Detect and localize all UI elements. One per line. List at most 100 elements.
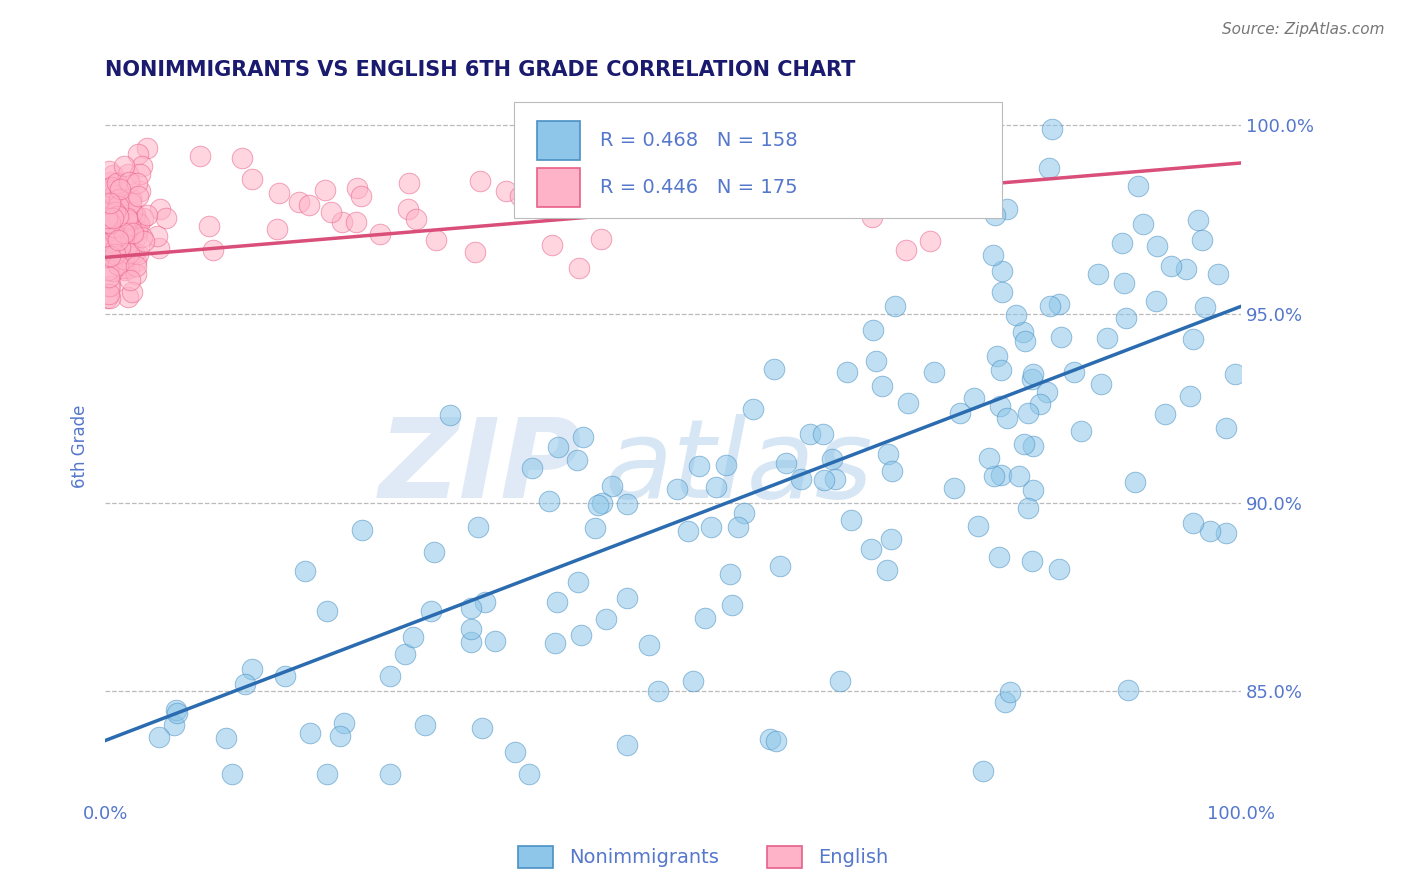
Point	[998, 684, 1021, 698]
Point	[775, 147, 797, 161]
Point	[98, 211, 121, 225]
Point	[1070, 425, 1092, 439]
Point	[127, 246, 149, 260]
Point	[112, 159, 135, 173]
Point	[413, 717, 436, 731]
Point	[1017, 500, 1039, 515]
Point	[117, 237, 139, 252]
Point	[949, 405, 972, 419]
Point	[821, 451, 844, 466]
Point	[1215, 420, 1237, 434]
FancyBboxPatch shape	[537, 121, 579, 160]
Point	[104, 243, 127, 257]
Point	[995, 202, 1018, 216]
Point	[995, 410, 1018, 425]
Point	[101, 211, 124, 226]
Point	[1008, 469, 1031, 483]
Point	[319, 204, 342, 219]
Point	[98, 219, 121, 234]
Point	[100, 180, 122, 194]
Point	[96, 195, 118, 210]
Point	[1038, 161, 1060, 175]
Point	[439, 409, 461, 423]
Text: NONIMMIGRANTS VS ENGLISH 6TH GRADE CORRELATION CHART: NONIMMIGRANTS VS ENGLISH 6TH GRADE CORRE…	[105, 60, 856, 79]
Point	[108, 212, 131, 227]
Point	[1063, 365, 1085, 379]
Point	[1039, 299, 1062, 313]
Point	[148, 730, 170, 744]
Point	[105, 254, 128, 268]
Point	[370, 227, 392, 242]
Point	[136, 141, 159, 155]
Point	[876, 447, 898, 461]
Point	[1021, 554, 1043, 568]
Point	[394, 647, 416, 661]
Point	[460, 601, 482, 615]
Point	[97, 164, 120, 178]
Point	[1005, 308, 1028, 322]
Point	[1012, 437, 1035, 451]
Point	[352, 523, 374, 537]
Point	[589, 231, 612, 245]
Point	[638, 638, 661, 652]
Point	[98, 216, 121, 230]
Point	[811, 427, 834, 442]
Point	[378, 669, 401, 683]
Point	[135, 208, 157, 222]
Point	[405, 211, 427, 226]
Point	[1112, 276, 1135, 290]
Point	[880, 464, 903, 478]
Point	[107, 259, 129, 273]
Point	[112, 226, 135, 240]
Point	[101, 203, 124, 218]
Point	[880, 532, 903, 546]
Point	[103, 204, 125, 219]
Point	[830, 673, 852, 688]
Point	[733, 506, 755, 520]
Point	[98, 278, 121, 293]
Point	[695, 610, 717, 624]
Point	[700, 520, 723, 534]
Point	[846, 122, 869, 136]
Point	[1050, 330, 1073, 344]
Point	[460, 622, 482, 636]
Point	[97, 229, 120, 244]
Point	[422, 545, 444, 559]
Point	[202, 243, 225, 257]
Point	[984, 208, 1007, 222]
Point	[120, 218, 142, 232]
Point	[1012, 325, 1035, 339]
Point	[118, 214, 141, 228]
Point	[918, 234, 941, 248]
Point	[569, 627, 592, 641]
Point	[149, 202, 172, 216]
Point	[105, 176, 128, 190]
Point	[1181, 332, 1204, 346]
Point	[125, 214, 148, 228]
Point	[131, 230, 153, 244]
Point	[97, 286, 120, 301]
Point	[1040, 122, 1063, 136]
Point	[688, 458, 710, 473]
Point	[742, 401, 765, 416]
Text: Source: ZipAtlas.com: Source: ZipAtlas.com	[1222, 22, 1385, 37]
Point	[105, 228, 128, 243]
Point	[96, 206, 118, 220]
Point	[1049, 297, 1071, 311]
Point	[540, 238, 562, 252]
Point	[1199, 524, 1222, 539]
Point	[125, 230, 148, 244]
Point	[616, 738, 638, 752]
Point	[988, 549, 1011, 564]
Point	[682, 674, 704, 689]
Point	[775, 456, 797, 470]
Point	[591, 496, 613, 510]
Point	[977, 450, 1000, 465]
Point	[120, 196, 142, 211]
Point	[315, 604, 337, 618]
Point	[1144, 293, 1167, 308]
Point	[103, 243, 125, 257]
Point	[198, 219, 221, 233]
Point	[294, 564, 316, 578]
Point	[1160, 259, 1182, 273]
